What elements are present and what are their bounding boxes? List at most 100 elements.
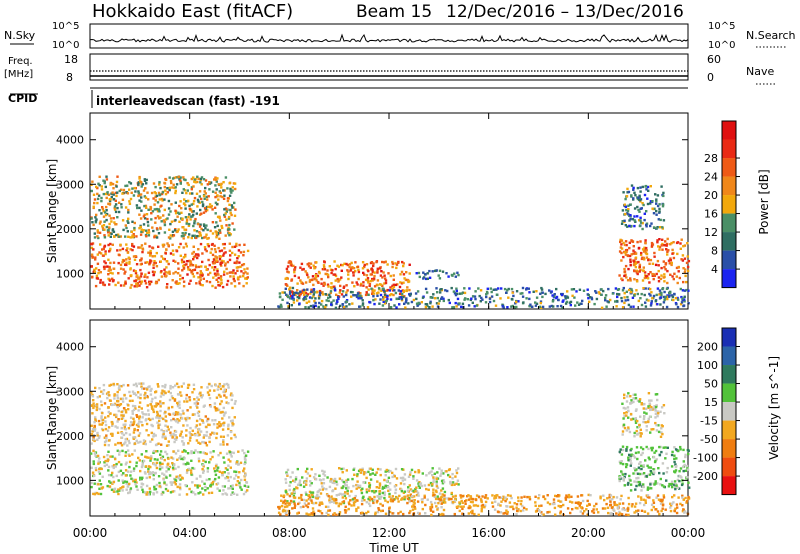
echo-cell [100, 423, 104, 426]
echo-cell [639, 415, 642, 418]
echo-cell [655, 209, 658, 213]
echo-cell [672, 501, 675, 504]
echo-cell [233, 402, 237, 405]
echo-cell [91, 430, 94, 433]
echo-cell [642, 203, 645, 207]
echo-cell [131, 410, 134, 413]
echo-cell [112, 267, 115, 270]
echo-cell [634, 451, 638, 455]
echo-cell [361, 304, 365, 307]
echo-cell [615, 305, 618, 308]
echo-cell [620, 470, 623, 473]
echo-cell [632, 393, 635, 396]
echo-cell [223, 270, 226, 273]
echo-cell [402, 273, 406, 276]
echo-cell [138, 284, 141, 287]
echo-cell [168, 413, 172, 416]
echo-cell [347, 501, 351, 504]
echo-cell [679, 467, 683, 470]
echo-cell [629, 456, 632, 459]
echo-cell [629, 395, 632, 398]
echo-cell [127, 208, 130, 212]
echo-cell [228, 258, 232, 262]
echo-cell [208, 389, 212, 392]
echo-cell [408, 500, 411, 503]
echo-cell [117, 261, 120, 265]
echo-cell [237, 476, 240, 479]
echo-cell [148, 245, 151, 248]
echo-cell [362, 495, 365, 498]
echo-cell [599, 497, 602, 500]
echo-cell [368, 284, 371, 287]
echo-cell [156, 421, 159, 424]
echo-cell [437, 502, 440, 505]
echo-cell [94, 416, 97, 419]
echo-cell [173, 437, 177, 441]
echo-cell [137, 194, 140, 198]
echo-cell [586, 288, 589, 291]
echo-cell [167, 444, 170, 447]
echo-cell [666, 269, 669, 273]
echo-cell [565, 300, 569, 304]
echo-cell [219, 451, 222, 455]
colorbar-swatch [722, 176, 736, 196]
echo-cell [660, 431, 663, 434]
echo-cell [675, 275, 678, 278]
echo-cell [144, 204, 148, 208]
echo-cell [143, 178, 146, 181]
echo-cell [202, 229, 205, 232]
echo-cell [135, 414, 138, 417]
echo-cell [133, 279, 136, 283]
echo-cell [647, 299, 650, 302]
echo-cell [345, 305, 348, 308]
echo-cell [280, 494, 283, 497]
echo-cell [172, 432, 175, 436]
echo-cell [619, 498, 622, 501]
echo-cell [680, 295, 683, 299]
echo-cell [150, 387, 153, 391]
echo-cell [416, 491, 420, 495]
echo-cell [180, 385, 183, 388]
echo-cell [190, 236, 193, 240]
echo-cell [100, 416, 103, 420]
echo-cell [483, 496, 487, 499]
echo-cell [328, 509, 332, 512]
echo-cell [239, 461, 243, 464]
echo-cell [202, 405, 205, 408]
echo-cell [150, 431, 153, 435]
echo-cell [320, 299, 324, 303]
echo-cell [215, 256, 219, 259]
echo-cell [383, 478, 386, 482]
echo-cell [624, 240, 628, 243]
echo-cell [163, 231, 167, 234]
echo-cell [234, 187, 237, 191]
echo-cell [195, 439, 199, 442]
echo-cell [659, 410, 662, 413]
echo-cell [194, 434, 197, 437]
echo-cell [421, 296, 425, 299]
echo-cell [637, 208, 640, 212]
echo-cell [140, 485, 143, 489]
echo-cell [243, 243, 246, 246]
echo-cell [234, 272, 237, 275]
echo-cell [93, 404, 96, 408]
echo-cell [471, 501, 474, 504]
echo-cell [302, 505, 305, 508]
echo-cell [399, 281, 402, 284]
echo-cell [302, 485, 306, 488]
echo-cell [169, 234, 172, 237]
echo-cell [174, 479, 178, 483]
echo-cell [236, 277, 240, 280]
echo-cell [342, 306, 346, 309]
echo-cell [108, 394, 111, 397]
echo-cell [147, 234, 151, 237]
echo-cell [406, 501, 409, 505]
echo-cell [512, 294, 515, 298]
echo-cell [193, 222, 196, 225]
echo-cell [369, 279, 372, 283]
echo-cell [510, 287, 514, 291]
echo-cell [677, 266, 680, 269]
echo-cell [177, 175, 180, 179]
echo-cell [141, 248, 145, 251]
echo-cell [455, 482, 458, 485]
